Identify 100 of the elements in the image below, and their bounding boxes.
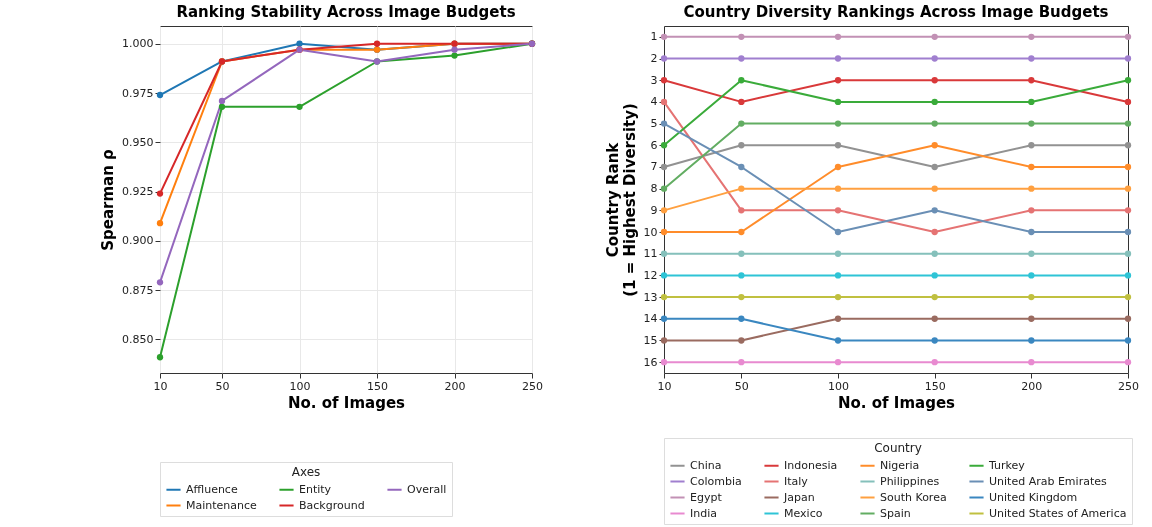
point [1124,142,1132,149]
point [931,77,938,84]
y-tick-label: 0.850 [122,332,154,346]
point [834,207,842,214]
point [660,250,668,257]
legend-label: Egypt [690,490,723,504]
point [1028,272,1035,279]
point [1028,55,1035,62]
point [834,293,842,301]
chart-title: Country Diversity Rankings Across Image Budgets [683,3,1109,21]
x-axis-title: No. of Images [287,393,406,412]
legend-label: Affluence [186,482,238,496]
point [1028,207,1035,214]
point [931,142,938,149]
legend-label: Indonesia [784,458,838,472]
y-tick-label: 12 [643,268,658,282]
point [738,185,745,192]
point [738,359,745,366]
y-tick-label: 0.900 [122,234,154,248]
point [1124,207,1132,214]
point [156,190,164,197]
point [1028,98,1035,106]
point [296,103,303,110]
legend-label: Maintenance [186,498,258,512]
y-tick-label: 0.950 [122,135,154,149]
y-tick-label: 0.925 [122,185,154,199]
x-tick-label: 50 [215,379,230,393]
point [738,142,745,149]
x-tick-label: 100 [828,379,849,393]
point [834,359,842,366]
point [1124,33,1132,40]
y-tick-label: 0.975 [122,86,154,100]
point [660,33,668,40]
y-axis-title: Spearman ρ [99,148,118,251]
point [1028,33,1035,40]
point [660,120,668,127]
point [1028,293,1035,301]
y-tick-label: 5 [650,117,658,131]
point [1028,228,1035,236]
point [1028,142,1035,149]
legend-title: Country [874,441,922,455]
x-tick-label: 200 [1021,379,1043,393]
point [156,220,164,227]
point [931,293,938,301]
point [738,77,745,84]
point [931,337,938,344]
point [1124,55,1132,62]
point [931,33,938,40]
y-tick-label: 1.000 [122,37,154,51]
y-tick-label: 7 [650,160,658,174]
point [931,207,938,214]
point [834,337,842,344]
y-tick-label: 14 [643,312,658,326]
point [931,250,938,257]
point [1124,272,1132,279]
point [834,55,842,62]
x-tick-label: 250 [522,379,543,393]
y-axis-title: Country Rank (1 = Highest Diversity) [603,103,639,297]
legend-label: Spain [880,506,911,520]
point [1124,163,1132,171]
point [738,55,745,62]
point [1028,315,1035,322]
point [738,337,745,344]
legend-label: Mexico [784,506,823,520]
y-tick-label: 0.875 [122,283,154,297]
point [834,142,842,149]
point [738,98,745,106]
y-tick-label: 4 [650,95,658,109]
point [931,185,938,192]
point [1124,359,1132,366]
point [1028,250,1035,257]
point [931,359,938,366]
point [1124,315,1132,322]
point [1124,337,1132,344]
legend-label: Japan [783,490,815,504]
point [1028,77,1035,84]
point [931,228,938,236]
point [738,207,745,214]
y-tick-label: 6 [650,138,658,152]
y-tick-label: 3 [650,73,658,87]
point [373,40,381,47]
point [931,272,938,279]
point [1124,250,1132,257]
y-tick-label: 13 [643,290,658,304]
point [738,293,745,301]
point [1124,185,1132,192]
point [1124,98,1132,106]
y-tick-label: 1 [650,30,658,44]
point [156,354,164,361]
point [156,279,164,286]
point [1124,120,1132,127]
point [931,120,938,127]
point [931,98,938,106]
point [931,55,938,62]
x-tick-label: 150 [367,379,388,393]
point [931,315,938,322]
point [738,250,745,257]
point [834,98,842,106]
point [660,55,668,62]
x-axis-title: No. of Images [837,393,956,412]
